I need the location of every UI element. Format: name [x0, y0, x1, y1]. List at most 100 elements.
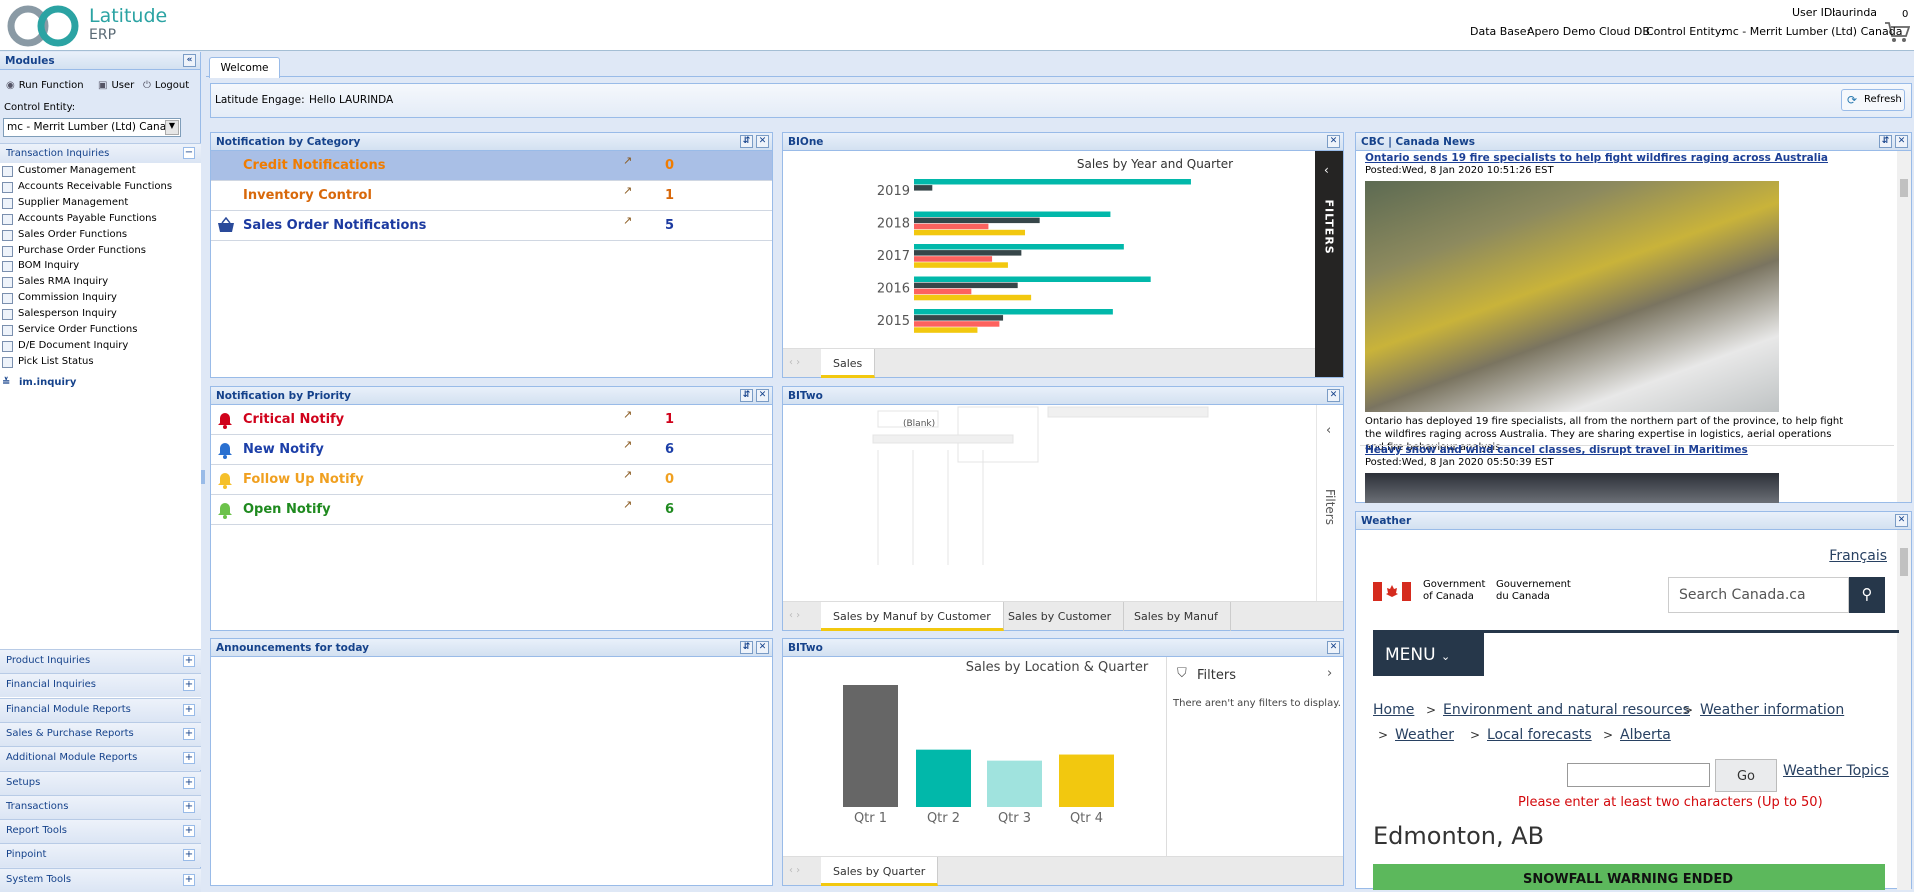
open-icon[interactable]: ↗ — [623, 184, 633, 197]
filters-pane: ⛉ Filters › There aren't any filters to … — [1166, 657, 1343, 857]
scroll-thumb[interactable] — [1900, 548, 1908, 576]
sidebar-action[interactable]: ⏻ Logout — [143, 80, 189, 91]
open-icon[interactable]: ↗ — [623, 214, 633, 227]
notification-label[interactable]: Follow Up Notify — [243, 472, 364, 487]
restore-button[interactable]: ⇵ — [740, 135, 753, 148]
breadcrumb-link[interactable]: Weather information — [1700, 702, 1845, 718]
close-button[interactable]: ✕ — [1327, 641, 1340, 654]
notification-row[interactable]: Critical Notify ↗ 1 — [211, 405, 772, 435]
expand-icon[interactable]: + — [183, 776, 195, 789]
expand-icon[interactable]: + — [183, 727, 195, 740]
notification-label[interactable]: Credit Notifications — [243, 158, 386, 173]
city-input[interactable] — [1567, 763, 1710, 787]
page-tab[interactable]: Sales — [821, 349, 876, 378]
page-tab[interactable]: Sales by Manuf — [1122, 602, 1231, 631]
refresh-button[interactable]: ⟳ Refresh — [1841, 89, 1905, 111]
divider — [1360, 445, 1894, 446]
sidebar-action[interactable]: ◉ Run Function — [6, 80, 84, 91]
section-header[interactable]: Financial Inquiries + — [0, 673, 201, 698]
warning-banner[interactable]: SNOWFALL WARNING ENDED — [1373, 864, 1885, 890]
close-button[interactable]: ✕ — [756, 641, 769, 654]
scroll-thumb[interactable] — [1900, 179, 1908, 197]
section-header[interactable]: Product Inquiries + — [0, 649, 201, 673]
panel-header: BITwo ✕ — [783, 639, 1343, 657]
section-header[interactable]: Additional Module Reports + — [0, 746, 201, 771]
notification-row[interactable]: New Notify ↗ 6 — [211, 435, 772, 465]
filters-strip[interactable]: ‹ Filters — [1316, 405, 1343, 602]
headline[interactable]: Ontario sends 19 fire specialists to hel… — [1365, 152, 1828, 164]
scrollbar[interactable] — [1897, 151, 1911, 502]
notification-row[interactable]: Credit Notifications ↗ 0 — [211, 151, 772, 181]
breadcrumb-link[interactable]: Weather — [1395, 727, 1454, 743]
notification-label[interactable]: Open Notify — [243, 502, 331, 517]
expand-icon[interactable]: + — [183, 849, 195, 862]
weather-topics-link[interactable]: Weather Topics — [1783, 763, 1889, 779]
restore-button[interactable]: ⇵ — [740, 641, 753, 654]
collapse-button[interactable]: « — [183, 54, 196, 67]
section-header[interactable]: System Tools + — [0, 867, 201, 892]
section-header[interactable]: Setups + — [0, 770, 201, 795]
restore-button[interactable]: ⇵ — [740, 389, 753, 402]
go-button[interactable]: Go — [1715, 759, 1777, 792]
scrollbar[interactable] — [1897, 530, 1911, 890]
sidebar-action[interactable]: ▣ User — [98, 80, 134, 91]
close-button[interactable]: ✕ — [1327, 389, 1340, 402]
notification-label[interactable]: Inventory Control — [243, 188, 372, 203]
expand-icon[interactable]: + — [183, 873, 195, 886]
section-header[interactable]: Report Tools + — [0, 819, 201, 844]
section-header[interactable]: Transaction Inquiries − — [0, 143, 201, 163]
open-icon[interactable]: ↗ — [623, 154, 633, 167]
close-button[interactable]: ✕ — [756, 135, 769, 148]
close-button[interactable]: ✕ — [1895, 135, 1908, 148]
language-link[interactable]: Français — [1829, 548, 1887, 564]
open-icon[interactable]: ↗ — [623, 468, 633, 481]
chevron[interactable]: › — [1327, 666, 1333, 681]
filters-strip[interactable]: ‹ FILTERS — [1315, 151, 1343, 377]
search-box[interactable]: Search Canada.ca — [1668, 577, 1849, 613]
bell-icon — [218, 443, 232, 459]
notification-row[interactable]: Inventory Control ↗ 1 — [211, 181, 772, 211]
control-entity-select[interactable]: mc - Merrit Lumber (Ltd) Canada ▼ — [3, 118, 181, 137]
open-icon[interactable]: ↗ — [623, 408, 633, 421]
breadcrumb-link[interactable]: Environment and natural resources — [1443, 702, 1690, 718]
headline[interactable]: Heavy snow and wind cancel classes, disr… — [1365, 444, 1748, 456]
notification-row[interactable]: Open Notify ↗ 6 — [211, 495, 772, 525]
breadcrumb-link[interactable]: Home — [1373, 702, 1415, 718]
open-icon[interactable]: ↗ — [623, 438, 633, 451]
expand-icon[interactable]: + — [183, 679, 195, 692]
notification-row[interactable]: Sales Order Notifications ↗ 5 — [211, 211, 772, 241]
tab[interactable]: Welcome — [209, 57, 280, 78]
section-header[interactable]: Sales & Purchase Reports + — [0, 721, 201, 746]
page-tab[interactable]: Sales by Quarter — [821, 857, 939, 886]
notification-label[interactable]: Critical Notify — [243, 412, 345, 427]
close-button[interactable]: ✕ — [756, 389, 769, 402]
notification-label[interactable]: Sales Order Notifications — [243, 218, 427, 233]
collapse-icon[interactable]: − — [183, 147, 195, 159]
section-header[interactable]: Financial Module Reports + — [0, 697, 201, 722]
expand-icon[interactable]: + — [183, 703, 195, 716]
breadcrumb-link[interactable]: Alberta — [1620, 727, 1671, 743]
breadcrumb-link[interactable]: Local forecasts — [1487, 727, 1592, 743]
close-button[interactable]: ✕ — [1895, 514, 1908, 527]
item-icon — [2, 293, 13, 305]
bell-icon — [218, 473, 232, 489]
canada-flag — [1373, 582, 1411, 601]
close-button[interactable]: ✕ — [1327, 135, 1340, 148]
section-header[interactable]: Pinpoint + — [0, 843, 201, 868]
expand-icon[interactable]: + — [183, 655, 195, 667]
expand-icon[interactable]: + — [183, 825, 195, 838]
restore-button[interactable]: ⇵ — [1879, 135, 1892, 148]
splitter[interactable] — [201, 470, 205, 484]
search-button[interactable]: ⚲ — [1849, 577, 1885, 613]
open-icon[interactable]: ↗ — [623, 498, 633, 511]
cart-icon[interactable] — [1884, 20, 1910, 44]
notification-row[interactable]: Follow Up Notify ↗ 0 — [211, 465, 772, 495]
page-tab[interactable]: Sales by Manuf by Customer — [821, 602, 1004, 631]
notification-label[interactable]: New Notify — [243, 442, 324, 457]
expand-icon[interactable]: + — [183, 800, 195, 813]
menu-button[interactable]: MENU ⌄ — [1373, 633, 1484, 676]
expand-icon[interactable]: + — [183, 752, 195, 765]
refresh-label: Refresh — [1864, 94, 1902, 105]
section-header[interactable]: Transactions + — [0, 794, 201, 819]
page-tab[interactable]: Sales by Customer — [996, 602, 1125, 631]
